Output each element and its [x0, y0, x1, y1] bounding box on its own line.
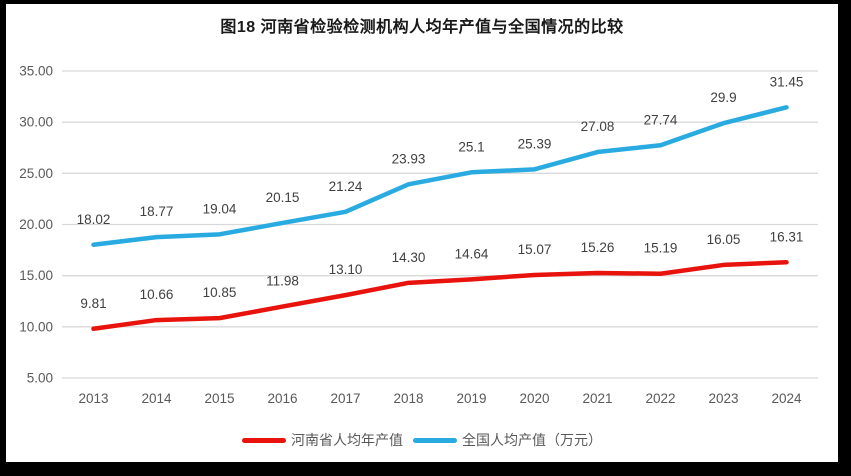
data-label: 15.26	[581, 240, 615, 255]
series-line-1	[91, 105, 789, 248]
data-label: 16.05	[707, 232, 741, 247]
legend-item-0: 河南省人均年产值	[242, 430, 403, 450]
data-label: 25.39	[518, 136, 552, 151]
chart-area: 图18 河南省检验检测机构人均年产值与全国情况的比较 5.00 10.00 15.0…	[6, 4, 838, 462]
x-axis-tick-label: 2022	[645, 391, 675, 406]
data-label: 14.64	[455, 246, 489, 261]
series-line-0	[91, 260, 789, 332]
y-axis-tick-label: 20.00	[19, 217, 53, 232]
data-label: 14.30	[392, 250, 426, 265]
data-label: 9.81	[80, 296, 106, 311]
data-label: 11.98	[266, 274, 299, 289]
data-label: 27.74	[644, 112, 678, 127]
x-axis-tick-label: 2018	[393, 391, 423, 406]
x-axis-tick-label: 2014	[141, 391, 172, 406]
x-axis-tick-label: 2016	[267, 391, 297, 406]
y-axis-tick-label: 15.00	[19, 268, 53, 283]
chart-title: 图18 河南省检验检测机构人均年产值与全国情况的比较	[220, 19, 624, 36]
data-label: 21.24	[329, 179, 363, 194]
x-axis-tick-label: 2015	[204, 391, 234, 406]
legend-item-1: 全国人均产值（万元）	[413, 430, 602, 450]
data-label: 18.02	[77, 212, 111, 227]
data-label: 31.45	[770, 74, 804, 89]
data-label: 23.93	[392, 151, 426, 166]
data-label: 10.85	[203, 285, 237, 300]
data-label: 19.04	[203, 201, 237, 216]
data-label: 16.31	[770, 229, 804, 244]
y-axis-tick-label: 25.00	[19, 166, 53, 181]
x-axis-tick-label: 2021	[582, 391, 612, 406]
y-axis-tick-label: 30.00	[19, 115, 53, 130]
x-axis-tick-label: 2024	[771, 391, 802, 406]
y-axis-tick-label: 5.00	[27, 371, 53, 386]
line-chart-plot: 5.00 10.00 15.00 20.00 25.00 30.00 35.00 2013 20…	[19, 64, 818, 406]
data-label: 27.08	[581, 119, 615, 134]
y-axis-tick-label: 35.00	[19, 64, 53, 79]
data-label: 25.1	[458, 139, 484, 154]
data-label: 29.9	[710, 90, 736, 105]
data-label: 20.15	[266, 190, 300, 205]
legend-label: 全国人均产值（万元）	[462, 432, 602, 448]
data-label: 13.10	[329, 262, 363, 277]
legend-line-swatch	[413, 437, 457, 443]
legend-line-swatch	[242, 437, 286, 443]
y-axis-tick-label: 10.00	[19, 319, 53, 334]
x-axis-tick-label: 2013	[78, 391, 108, 406]
chart-legend: 河南省人均年产值 全国人均产值（万元）	[6, 430, 838, 450]
x-axis-tick-label: 2020	[519, 391, 549, 406]
x-axis-tick-label: 2023	[708, 391, 738, 406]
data-label: 10.66	[140, 287, 174, 302]
data-label: 15.19	[644, 241, 678, 256]
data-label: 15.07	[518, 242, 552, 257]
x-axis-tick-label: 2019	[456, 391, 486, 406]
data-label: 18.77	[140, 204, 174, 219]
legend-label: 河南省人均年产值	[291, 432, 403, 448]
x-axis-tick-label: 2017	[330, 391, 360, 406]
